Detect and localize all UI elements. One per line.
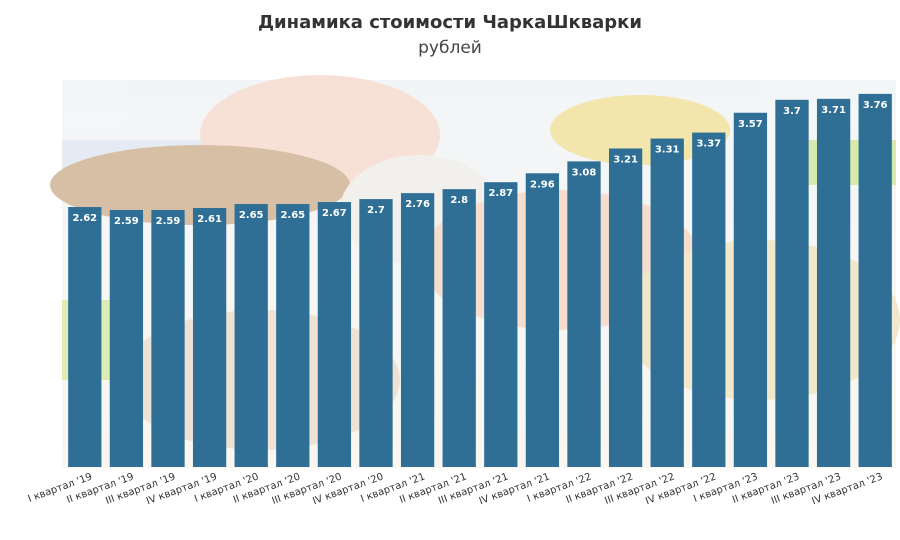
bar xyxy=(276,204,310,468)
bar xyxy=(650,138,684,468)
data-label: 2.59 xyxy=(156,216,181,227)
bar xyxy=(442,189,476,467)
data-label: 2.76 xyxy=(405,199,430,210)
bar xyxy=(608,148,643,467)
data-label: 3.21 xyxy=(613,154,638,165)
data-label: 2.67 xyxy=(322,208,347,219)
data-label: 2.65 xyxy=(239,210,264,221)
bar xyxy=(68,207,102,467)
bar xyxy=(400,193,435,467)
data-label: 2.7 xyxy=(367,205,385,216)
bar xyxy=(359,199,393,467)
bar xyxy=(192,208,227,467)
data-label: 2.62 xyxy=(72,213,97,224)
bar xyxy=(525,173,560,467)
data-label: 3.71 xyxy=(821,105,846,116)
data-label: 2.96 xyxy=(530,179,555,190)
data-label: 3.76 xyxy=(863,100,888,111)
bar xyxy=(484,182,518,467)
data-label: 3.08 xyxy=(572,167,597,178)
data-label: 3.7 xyxy=(783,106,801,117)
bar xyxy=(816,98,851,467)
bars-layer xyxy=(68,93,892,468)
chart-title: Динамика стоимости ЧаркаШкварки xyxy=(258,12,642,33)
bar xyxy=(858,93,892,467)
data-label: 2.59 xyxy=(114,216,139,227)
bar xyxy=(775,99,809,467)
data-labels-layer: 2.62 2.59 2.59 2.61 2.65 2.65 2.67 2.7 2.76 2.8 2.… xyxy=(72,100,887,227)
data-label: 2.61 xyxy=(197,214,222,225)
bar xyxy=(151,209,185,468)
bar xyxy=(317,202,352,468)
data-label: 2.65 xyxy=(280,210,305,221)
data-label: 3.31 xyxy=(655,145,680,156)
data-label: 2.87 xyxy=(488,188,513,199)
chart-subtitle: рублей xyxy=(418,38,482,58)
bar xyxy=(692,132,726,467)
data-label: 2.8 xyxy=(450,195,468,206)
bar xyxy=(733,112,768,467)
bar xyxy=(109,209,144,468)
bar xyxy=(234,204,268,468)
bar xyxy=(567,161,601,467)
data-label: 3.37 xyxy=(696,139,721,150)
data-label: 3.57 xyxy=(738,119,763,130)
